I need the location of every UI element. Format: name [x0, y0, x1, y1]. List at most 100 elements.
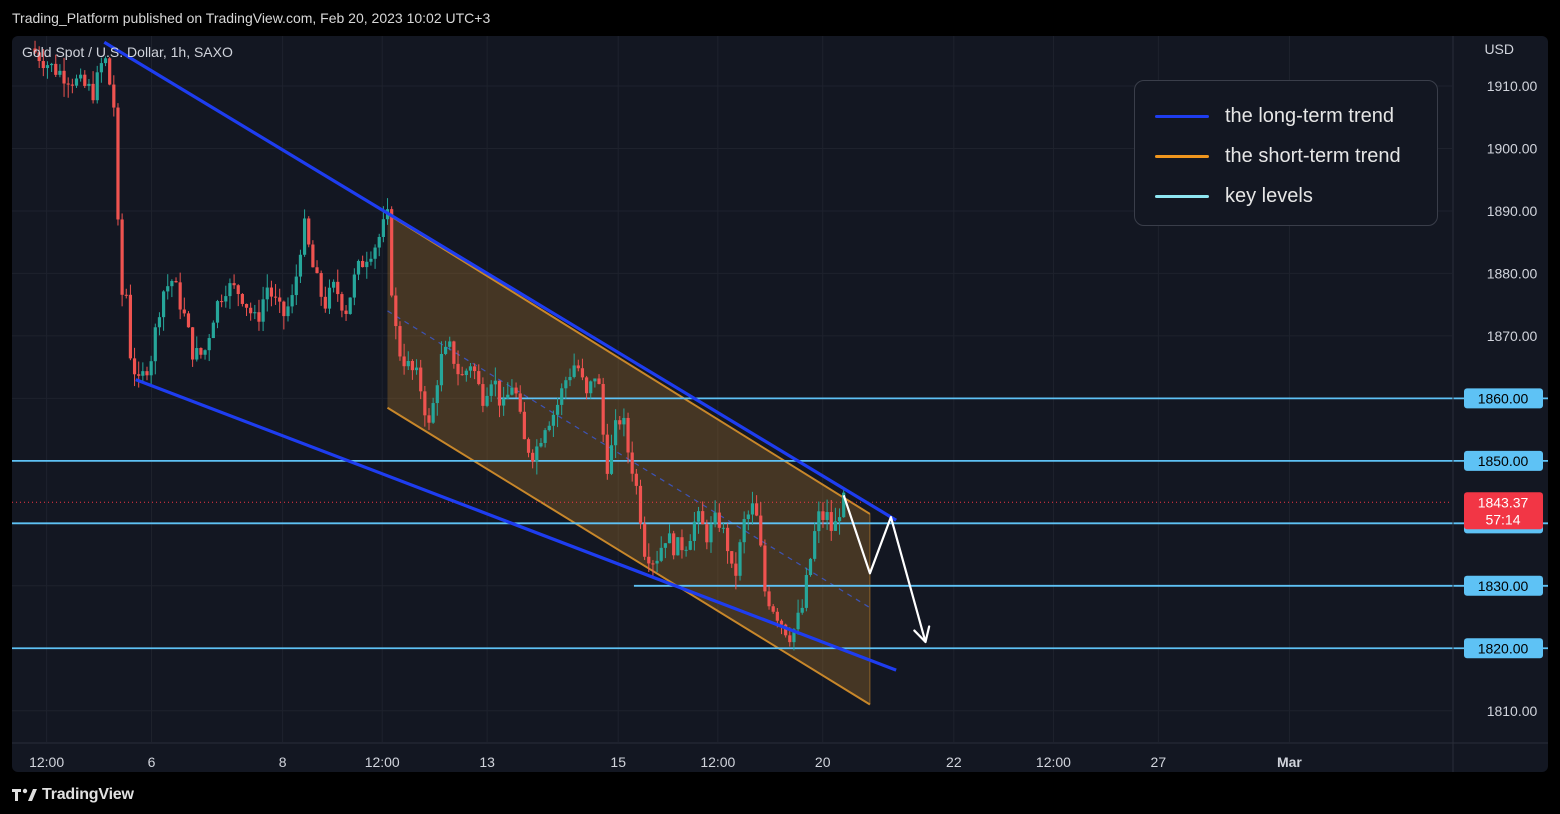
candle-body	[468, 366, 473, 371]
footer-branding[interactable]: TradingView	[12, 784, 134, 806]
candle-body	[605, 434, 609, 474]
candle-body	[120, 219, 124, 295]
publisher-line: Trading_Platform published on TradingVie…	[12, 10, 491, 26]
last-price-badge	[1464, 492, 1543, 530]
key-level-badge-label: 1820.00	[1478, 640, 1529, 656]
candle-body	[584, 377, 589, 394]
candle-body	[365, 261, 369, 268]
legend-label: the short-term trend	[1225, 144, 1401, 167]
candle-body	[224, 296, 228, 302]
legend-swatch-short-term	[1155, 154, 1209, 158]
candle-body	[713, 512, 717, 525]
x-tick-label: 12:00	[365, 754, 400, 770]
candle-body	[539, 442, 543, 447]
candle-body	[759, 515, 763, 546]
candle-body	[746, 514, 750, 520]
legend-item-short-term-trend: the short-term trend	[1155, 144, 1401, 168]
candle-body	[833, 521, 838, 531]
candle-body	[502, 398, 506, 406]
tradingview-brand: TradingView	[42, 786, 134, 803]
candle-body	[108, 58, 112, 85]
candle-body	[547, 425, 551, 431]
candle-body	[394, 295, 398, 327]
x-tick-label: 6	[148, 754, 156, 770]
candle-body	[622, 417, 626, 425]
candle-body	[153, 327, 157, 362]
y-tick-label: 1900.00	[1487, 140, 1538, 156]
candle-body	[232, 283, 236, 286]
long-term-trend-upper	[103, 40, 897, 522]
y-tick-label: 1910.00	[1487, 78, 1538, 94]
candle-body	[410, 360, 415, 371]
candle-body	[228, 283, 232, 297]
key-level-badge	[1464, 575, 1543, 596]
candle-body	[191, 327, 195, 360]
projection-path	[842, 494, 927, 643]
key-level-badge	[1464, 450, 1543, 471]
candle-body	[236, 285, 240, 295]
candle-body	[37, 52, 41, 62]
candle-body	[580, 368, 585, 378]
candle-body	[70, 84, 74, 86]
candle-body	[336, 281, 340, 295]
candle-body	[381, 219, 385, 237]
candle-body	[66, 83, 70, 85]
candle-body	[676, 537, 680, 556]
candle-body	[149, 361, 153, 376]
candle-body	[298, 254, 303, 277]
candle-body	[817, 511, 821, 532]
candle-body	[663, 543, 667, 548]
candle-body	[755, 503, 759, 516]
candle-body	[128, 294, 133, 359]
candle-body	[414, 367, 419, 371]
candle-body	[170, 280, 174, 287]
candle-body	[178, 282, 182, 310]
chart-panel[interactable]: 1810.00 1870.00 1880.00 1890.00 1900.00 1910.…	[12, 36, 1548, 772]
candle-body	[33, 48, 37, 53]
candle-body	[477, 371, 481, 385]
candle-body	[692, 521, 697, 541]
candle-body	[124, 294, 128, 296]
candle-body	[195, 348, 199, 360]
candle-body	[688, 540, 692, 550]
candle-body	[531, 452, 535, 462]
x-tick-label: 20	[815, 754, 831, 770]
y-tick-label: 1810.00	[1487, 703, 1538, 719]
candle-body	[518, 393, 522, 412]
candle-body	[356, 260, 361, 275]
candle-body	[352, 274, 356, 298]
candle-body	[45, 65, 50, 69]
candle-body	[423, 391, 427, 416]
price-chart[interactable]: 1810.00 1870.00 1880.00 1890.00 1900.00 1910.…	[12, 36, 1548, 772]
candle-body	[551, 414, 556, 426]
x-tick-label: 13	[479, 754, 495, 770]
candle-body	[609, 445, 614, 474]
candle-body	[750, 503, 755, 515]
candle-body	[597, 378, 601, 384]
symbol-title[interactable]: Gold Spot / U.S. Dollar, 1h, SAXO	[22, 44, 233, 60]
candle-body	[643, 523, 647, 557]
candle-body	[709, 524, 713, 543]
candle-body	[249, 307, 253, 314]
candle-body	[647, 556, 651, 564]
candle-body	[265, 287, 269, 300]
candle-body	[452, 341, 456, 364]
candle-body	[240, 294, 244, 304]
chart-legend: the long-term trend the short-term trend…	[1134, 80, 1438, 226]
candle-body	[132, 358, 137, 375]
legend-label: the long-term trend	[1225, 104, 1394, 127]
x-tick-label: 12:00	[29, 754, 64, 770]
candle-body	[257, 312, 261, 322]
candle-body	[821, 511, 825, 520]
candle-body	[572, 365, 576, 377]
candle-body	[54, 63, 58, 75]
candle-body	[473, 366, 477, 372]
short-term-trend-midline	[387, 310, 871, 609]
candle-body	[435, 385, 439, 404]
candle-body	[771, 606, 775, 612]
candle-body	[50, 63, 54, 66]
candle-body	[493, 380, 497, 385]
candle-body	[614, 420, 618, 446]
candle-body	[514, 387, 518, 394]
candle-body	[705, 524, 709, 543]
